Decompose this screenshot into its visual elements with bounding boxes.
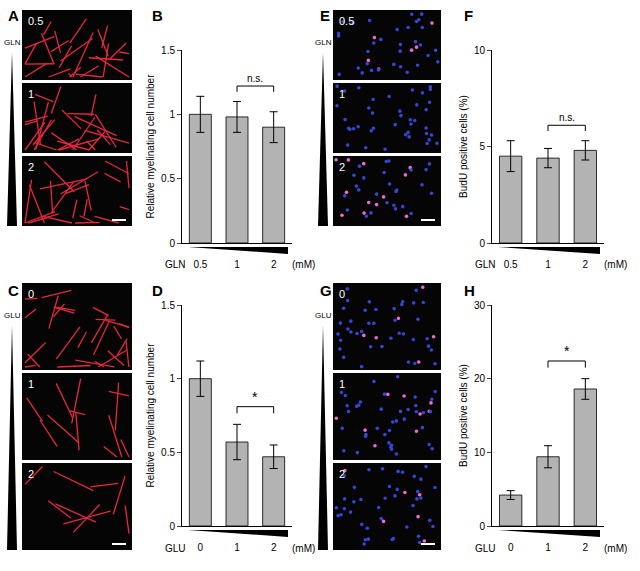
svg-text:20: 20 — [474, 373, 486, 384]
svg-text:G: G — [320, 282, 332, 299]
svg-text:D: D — [152, 282, 163, 299]
svg-text:2: 2 — [339, 161, 345, 173]
svg-text:1: 1 — [339, 378, 345, 390]
svg-text:n.s.: n.s. — [247, 73, 263, 84]
svg-text:1.5: 1.5 — [161, 45, 175, 56]
svg-text:GLN: GLN — [475, 259, 496, 270]
svg-text:1: 1 — [545, 259, 551, 270]
svg-text:(mM): (mM) — [292, 543, 315, 554]
svg-text:1: 1 — [234, 542, 240, 553]
svg-text:0: 0 — [28, 288, 34, 300]
svg-text:0.5: 0.5 — [28, 15, 43, 27]
svg-text:Relative myelinating cell numb: Relative myelinating cell number — [145, 74, 156, 219]
svg-text:2: 2 — [28, 468, 34, 480]
svg-text:30: 30 — [474, 300, 486, 311]
svg-text:*: * — [564, 343, 570, 359]
svg-text:1: 1 — [169, 373, 175, 384]
svg-text:GLU: GLU — [475, 543, 496, 554]
svg-text:1: 1 — [545, 542, 551, 553]
svg-text:*: * — [252, 389, 258, 405]
svg-text:n.s.: n.s. — [559, 112, 575, 123]
svg-text:0.5: 0.5 — [161, 447, 175, 458]
svg-text:GLN: GLN — [4, 38, 21, 47]
svg-text:0: 0 — [479, 238, 485, 249]
svg-text:0.5: 0.5 — [339, 15, 354, 27]
svg-text:1: 1 — [169, 109, 175, 120]
svg-text:C: C — [8, 282, 19, 299]
svg-text:2: 2 — [583, 542, 589, 553]
svg-text:1: 1 — [28, 88, 34, 100]
svg-text:2: 2 — [271, 259, 277, 270]
svg-text:0: 0 — [169, 238, 175, 249]
svg-text:BudU positive cells (%): BudU positive cells (%) — [458, 364, 469, 467]
svg-text:E: E — [320, 7, 330, 24]
svg-text:0: 0 — [479, 521, 485, 532]
svg-text:1: 1 — [234, 259, 240, 270]
svg-text:0.5: 0.5 — [161, 173, 175, 184]
svg-text:10: 10 — [474, 45, 486, 56]
svg-text:(mM): (mM) — [604, 543, 627, 554]
svg-text:A: A — [8, 7, 19, 24]
svg-text:GLU: GLU — [165, 543, 186, 554]
svg-text:H: H — [464, 282, 475, 299]
svg-text:F: F — [464, 7, 473, 24]
svg-text:5: 5 — [479, 141, 485, 152]
svg-text:2: 2 — [271, 542, 277, 553]
svg-text:0: 0 — [339, 288, 345, 300]
svg-text:B: B — [152, 7, 163, 24]
svg-text:0.5: 0.5 — [193, 259, 207, 270]
svg-text:2: 2 — [28, 161, 34, 173]
svg-text:GLN: GLN — [315, 38, 332, 47]
svg-text:BudU positive cells (%): BudU positive cells (%) — [458, 95, 469, 198]
svg-text:(mM): (mM) — [604, 259, 627, 270]
svg-text:GLN: GLN — [165, 259, 186, 270]
svg-text:0: 0 — [198, 542, 204, 553]
svg-text:2: 2 — [583, 259, 589, 270]
svg-text:2: 2 — [339, 468, 345, 480]
svg-text:0.5: 0.5 — [504, 259, 518, 270]
svg-text:0: 0 — [169, 521, 175, 532]
svg-text:GLU: GLU — [315, 311, 332, 320]
svg-text:(mM): (mM) — [292, 259, 315, 270]
svg-text:1: 1 — [28, 378, 34, 390]
svg-text:1.5: 1.5 — [161, 300, 175, 311]
svg-text:Relative myelinating cell numb: Relative myelinating cell number — [145, 343, 156, 488]
svg-text:GLU: GLU — [4, 311, 21, 320]
svg-text:0: 0 — [508, 542, 514, 553]
svg-text:10: 10 — [474, 447, 486, 458]
svg-text:1: 1 — [339, 88, 345, 100]
